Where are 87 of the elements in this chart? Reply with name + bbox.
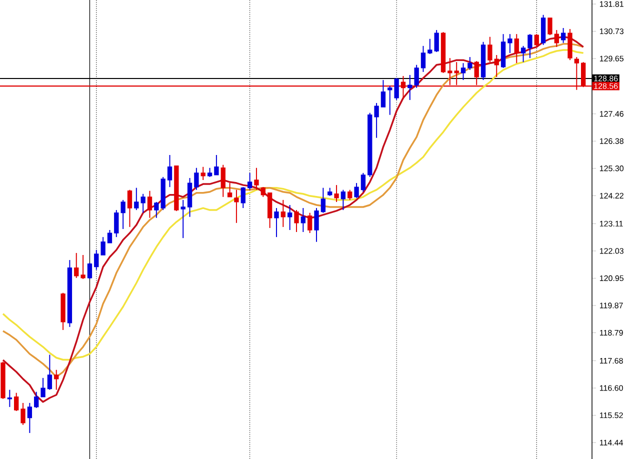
candlestick bbox=[214, 154, 219, 176]
candlestick bbox=[247, 172, 252, 190]
candlestick bbox=[114, 210, 119, 238]
candlestick bbox=[240, 186, 246, 209]
candlestick bbox=[300, 208, 306, 233]
candlestick bbox=[428, 38, 432, 55]
candlestick bbox=[120, 199, 126, 230]
candlestick bbox=[274, 208, 279, 238]
y-tick-label: 116.60 bbox=[600, 385, 623, 391]
candlestick bbox=[360, 172, 366, 192]
candlestick bbox=[420, 45, 426, 72]
candlestick bbox=[394, 78, 399, 100]
y-tick-label: 114.44 bbox=[600, 440, 624, 446]
candlestick bbox=[54, 369, 59, 390]
candlestick bbox=[314, 208, 319, 242]
candlestick bbox=[40, 377, 46, 398]
candlestick bbox=[127, 189, 132, 228]
candlestick bbox=[548, 17, 552, 36]
candlestick bbox=[287, 204, 292, 230]
candlestick bbox=[374, 102, 379, 138]
candlestick bbox=[254, 167, 259, 190]
y-tick-label: 123.11 bbox=[600, 220, 623, 227]
candlestick bbox=[194, 167, 199, 190]
y-tick-label: 130.73 bbox=[600, 28, 624, 34]
candlestick bbox=[554, 30, 559, 48]
candlestick bbox=[80, 254, 86, 280]
y-tick-label: 124.22 bbox=[600, 192, 624, 198]
candlestick bbox=[7, 389, 12, 408]
candlestick bbox=[280, 199, 286, 228]
y-tick-label: 131.81 bbox=[600, 1, 624, 7]
candlestick bbox=[187, 177, 192, 218]
candlestick bbox=[408, 74, 412, 100]
candlestick bbox=[107, 229, 112, 244]
candlestick bbox=[200, 166, 206, 180]
candlestick bbox=[348, 189, 352, 200]
candlestick bbox=[340, 189, 346, 211]
y-tick-label: 129.65 bbox=[600, 56, 624, 62]
candlestick bbox=[87, 262, 92, 280]
candlestick bbox=[334, 184, 339, 202]
y-tick-label: 127.46 bbox=[600, 111, 624, 117]
candlestick bbox=[260, 186, 266, 198]
candlestick bbox=[94, 249, 99, 270]
candlestick bbox=[294, 210, 299, 233]
candlestick bbox=[20, 402, 26, 426]
candlestick bbox=[74, 252, 79, 278]
candlestick bbox=[227, 182, 232, 198]
y-tick-label: 115.52 bbox=[600, 412, 623, 418]
candlestick bbox=[154, 201, 159, 218]
y-tick-label: 125.30 bbox=[600, 166, 624, 172]
candlestick bbox=[234, 189, 239, 224]
candlestick bbox=[100, 236, 106, 256]
candlestick bbox=[434, 30, 439, 52]
candlestick bbox=[207, 167, 212, 178]
candlestick bbox=[520, 45, 526, 63]
candlestick bbox=[388, 85, 392, 116]
candlestick bbox=[414, 64, 419, 88]
candlestick bbox=[380, 80, 386, 108]
y-tick-label: 117.68 bbox=[600, 358, 623, 364]
candlestick bbox=[488, 36, 492, 63]
candlestick bbox=[27, 402, 32, 434]
candlestick bbox=[147, 190, 152, 218]
y-tick-label: 120.95 bbox=[600, 275, 624, 282]
candlestick bbox=[468, 56, 472, 70]
ref-line-label: 128.56 bbox=[594, 83, 618, 89]
candlestick bbox=[508, 34, 512, 54]
candlestick bbox=[180, 199, 186, 239]
candlestick bbox=[560, 28, 566, 44]
candlestick bbox=[220, 164, 226, 198]
y-tick-label: 126.38 bbox=[600, 138, 624, 144]
candlestick bbox=[34, 391, 39, 408]
y-tick-label: 122.03 bbox=[600, 248, 624, 254]
candlestick bbox=[308, 212, 312, 234]
candlestick bbox=[140, 193, 146, 214]
candlestick bbox=[14, 392, 19, 412]
candlestick bbox=[534, 34, 539, 48]
candlestick bbox=[134, 187, 139, 211]
candlestick bbox=[320, 187, 326, 214]
y-tick-label: 118.79 bbox=[600, 330, 623, 336]
candlestick bbox=[354, 182, 359, 198]
candlestick bbox=[167, 154, 172, 188]
candlestick bbox=[528, 34, 532, 59]
candlestick bbox=[460, 62, 466, 81]
candlestick bbox=[514, 34, 519, 64]
y-tick-label: 119.87 bbox=[600, 302, 623, 308]
candlestick bbox=[494, 54, 499, 78]
candlestick bbox=[47, 354, 52, 390]
ref-line-label: 128.86 bbox=[594, 76, 618, 82]
